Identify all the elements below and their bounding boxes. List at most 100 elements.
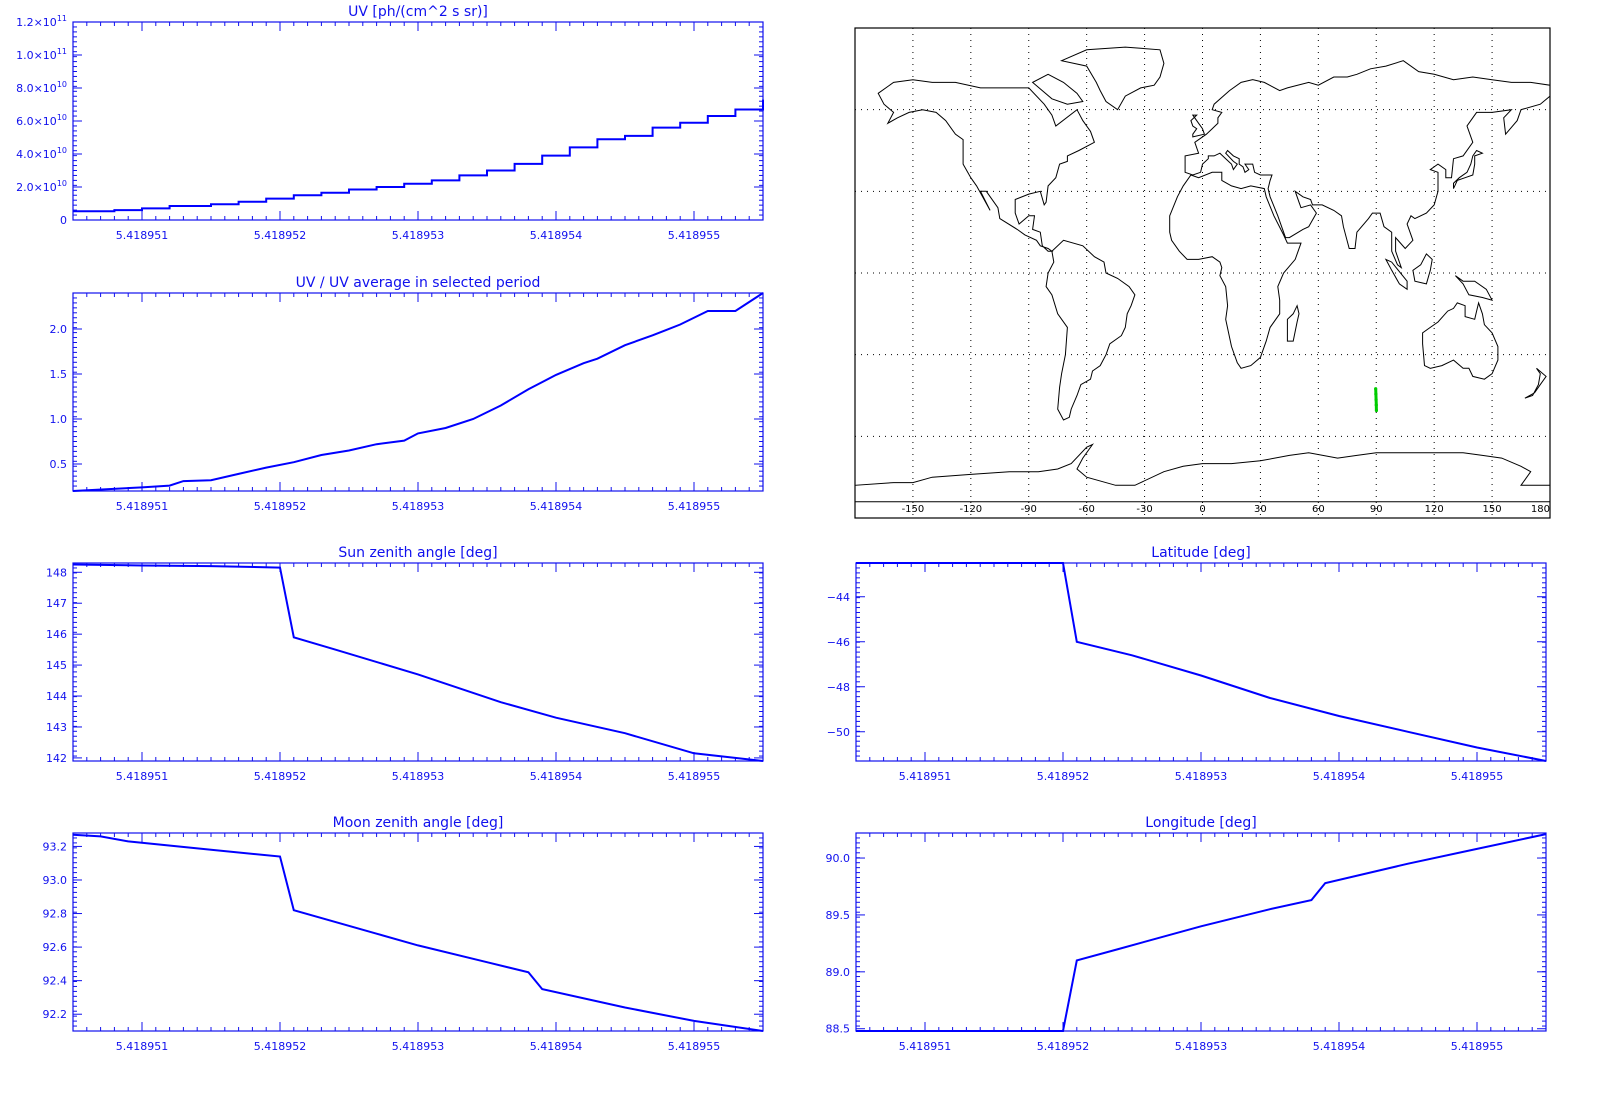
track-point	[1374, 408, 1379, 413]
x-tick-label: 5.418955	[668, 500, 721, 513]
x-tick-label: 5.418951	[116, 770, 169, 783]
y-tick-label: 6.0×1010	[16, 113, 67, 128]
x-tick-label: 5.418951	[116, 229, 169, 242]
x-tick-label: 5.418955	[1451, 770, 1504, 783]
coastline-greenland	[1059, 46, 1165, 111]
y-tick-label: 146	[46, 628, 67, 641]
x-tick-label: 5.418953	[392, 1040, 445, 1053]
y-tick-label: 89.0	[826, 966, 851, 979]
y-tick-label: 143	[46, 721, 67, 734]
x-tick-label: 5.418953	[1175, 1040, 1228, 1053]
y-tick-label: 0	[60, 214, 67, 227]
y-tick-exponent: 11	[57, 47, 67, 56]
x-tick-label: 5.418953	[392, 770, 445, 783]
y-tick-label: 2.0×1010	[16, 179, 67, 194]
chart-title: Latitude [deg]	[1151, 545, 1250, 561]
map-lon-label: -120	[959, 504, 982, 515]
x-tick-label: 5.418955	[668, 1040, 721, 1053]
map-lon-label: -150	[902, 504, 925, 515]
y-tick-label: 142	[46, 752, 67, 765]
chart-latitude: Latitude [deg] 5.418951 5.418952 5.418953 5.…	[827, 545, 1547, 783]
chart-uv-ratio: UV / UV average in selected period 5.4189…	[50, 275, 764, 513]
y-tick-label: 88.5	[826, 1023, 851, 1036]
x-tick-label: 5.418954	[1313, 770, 1366, 783]
x-tick-label: 5.418952	[254, 1040, 307, 1053]
y-tick-label: 4.0×1010	[16, 146, 67, 161]
coastline-south-america	[1045, 239, 1136, 421]
y-tick-label: 89.5	[826, 909, 851, 922]
x-tick-label: 5.418953	[392, 500, 445, 513]
coastline-british-isles	[1190, 114, 1206, 138]
y-tick-label: 148	[46, 566, 67, 579]
series-line	[73, 99, 764, 213]
y-tick-mantissa: 4.0×10	[16, 148, 57, 161]
chart-title: Longitude [deg]	[1145, 815, 1256, 831]
x-tick-label: 5.418952	[254, 500, 307, 513]
map-lon-label: 30	[1254, 504, 1267, 515]
x-tick-label: 5.418953	[1175, 770, 1228, 783]
track-point	[1374, 392, 1378, 396]
y-tick-exponent: 10	[57, 80, 67, 89]
x-tick-label: 5.418952	[1037, 1040, 1090, 1053]
series-line	[856, 562, 1547, 762]
y-tick-label: 92.2	[43, 1008, 68, 1021]
y-tick-label: 92.4	[43, 975, 68, 988]
x-tick-label: 5.418953	[392, 229, 445, 242]
y-tick-mantissa: 0	[60, 214, 67, 227]
chart-title: UV / UV average in selected period	[296, 275, 541, 291]
map-lon-label: -30	[1136, 504, 1152, 515]
map-lon-label: -90	[1021, 504, 1037, 515]
series-line	[72, 563, 764, 762]
chart-title: Moon zenith angle [deg]	[333, 815, 504, 831]
y-tick-exponent: 11	[57, 14, 67, 23]
x-tick-label: 5.418955	[668, 770, 721, 783]
y-tick-label: 1.5	[50, 368, 68, 381]
chart-sun-zenith: Sun zenith angle [deg] 5.418951 5.418952 5.…	[46, 545, 764, 783]
map-lon-label: 0	[1199, 504, 1205, 515]
coastline-australia	[1422, 301, 1499, 380]
track-point	[1374, 387, 1378, 391]
coastline-sumatra	[1384, 258, 1408, 291]
y-tick-exponent: 10	[57, 179, 67, 188]
coastline-north-america	[877, 79, 1096, 252]
y-tick-mantissa: 1.0×10	[16, 49, 57, 62]
y-tick-label: 92.6	[43, 941, 68, 954]
x-tick-label: 5.418951	[116, 1040, 169, 1053]
y-tick-label: 90.0	[826, 852, 851, 865]
x-tick-label: 5.418952	[254, 229, 307, 242]
coastline-eurasia	[1184, 60, 1551, 269]
coastline-baffin	[1031, 73, 1084, 105]
y-tick-label: 144	[46, 690, 67, 703]
y-tick-label: −48	[827, 681, 850, 694]
track-point	[1374, 397, 1378, 402]
x-tick-label: 5.418954	[530, 1040, 583, 1053]
x-tick-label: 5.418951	[116, 500, 169, 513]
x-tick-label: 5.418951	[899, 1040, 952, 1053]
y-tick-mantissa: 2.0×10	[16, 181, 57, 194]
series-line	[72, 833, 764, 1032]
y-tick-label: 93.2	[43, 840, 68, 853]
x-tick-label: 5.418952	[1037, 770, 1090, 783]
world-map-panel: -150 -120 -90 -60 -30 0 30 60 90 120 150 180	[854, 27, 1551, 519]
y-tick-label: 2.0	[50, 323, 68, 336]
coastline-madagascar	[1286, 304, 1300, 342]
y-tick-label: 1.0×1011	[16, 47, 67, 62]
y-tick-label: 145	[46, 659, 67, 672]
y-tick-mantissa: 6.0×10	[16, 115, 57, 128]
y-tick-exponent: 10	[57, 113, 67, 122]
x-tick-label: 5.418951	[899, 770, 952, 783]
y-tick-label: 1.0	[50, 413, 68, 426]
y-tick-label: 93.0	[43, 874, 68, 887]
chart-title: UV [ph/(cm^2 s sr)]	[348, 4, 488, 20]
x-tick-label: 5.418954	[530, 229, 583, 242]
track-point	[1374, 403, 1378, 407]
chart-longitude: Longitude [deg] 5.418951 5.418952 5.418953 5…	[826, 815, 1547, 1053]
y-tick-label: 0.5	[50, 458, 68, 471]
series-line	[856, 833, 1547, 1032]
coastline-antarctica	[854, 443, 1551, 503]
y-tick-label: 8.0×1010	[16, 80, 67, 95]
y-tick-label: −50	[827, 726, 850, 739]
x-tick-label: 5.418955	[1451, 1040, 1504, 1053]
y-tick-label: 1.2×1011	[16, 14, 67, 29]
